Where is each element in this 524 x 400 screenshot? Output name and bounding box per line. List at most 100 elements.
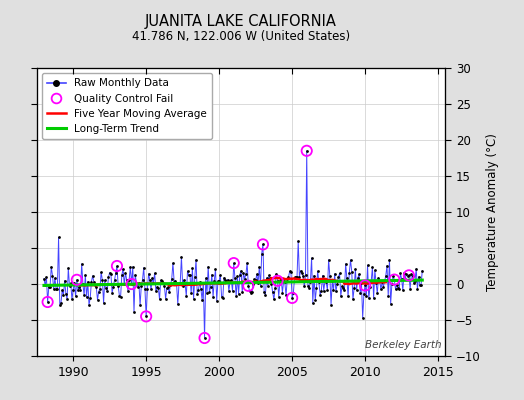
Point: [147, 286, 155, 292]
Point: [161, 296, 170, 302]
Point: [193, 291, 201, 297]
Point: [195, 279, 204, 286]
Point: [73, 277, 81, 283]
Point: [183, 268, 192, 274]
Point: [338, 283, 346, 290]
Point: [160, 283, 169, 289]
Point: [342, 260, 350, 267]
Point: [242, 271, 250, 278]
Legend: Raw Monthly Data, Quality Control Fail, Five Year Moving Average, Long-Term Tren: Raw Monthly Data, Quality Control Fail, …: [42, 73, 212, 139]
Point: [349, 296, 357, 302]
Text: Berkeley Earth: Berkeley Earth: [365, 340, 441, 350]
Point: [346, 257, 355, 263]
Point: [56, 302, 64, 308]
Point: [93, 296, 102, 303]
Point: [405, 272, 413, 278]
Point: [219, 294, 227, 301]
Point: [231, 275, 239, 281]
Point: [252, 277, 260, 283]
Point: [234, 290, 243, 297]
Point: [316, 291, 324, 298]
Point: [298, 270, 306, 276]
Point: [205, 289, 214, 295]
Point: [173, 301, 182, 307]
Point: [333, 281, 341, 287]
Point: [120, 281, 128, 288]
Point: [361, 282, 369, 289]
Point: [304, 282, 312, 289]
Point: [157, 277, 165, 284]
Point: [294, 238, 302, 244]
Point: [136, 302, 144, 308]
Point: [158, 278, 166, 284]
Point: [274, 278, 282, 284]
Point: [172, 281, 181, 288]
Point: [323, 287, 332, 293]
Point: [380, 278, 389, 285]
Point: [227, 277, 235, 283]
Point: [115, 292, 124, 299]
Point: [377, 286, 385, 292]
Point: [272, 271, 280, 277]
Point: [181, 281, 189, 287]
Point: [175, 280, 183, 287]
Point: [215, 277, 223, 284]
Point: [279, 278, 288, 284]
Text: JUANITA LAKE CALIFORNIA: JUANITA LAKE CALIFORNIA: [145, 14, 337, 29]
Point: [137, 283, 146, 289]
Point: [271, 285, 279, 291]
Point: [80, 292, 89, 298]
Point: [264, 282, 272, 289]
Point: [54, 234, 63, 240]
Point: [331, 270, 339, 277]
Point: [365, 295, 373, 301]
Point: [113, 263, 121, 269]
Point: [45, 283, 53, 290]
Point: [250, 276, 259, 283]
Point: [146, 277, 154, 283]
Point: [401, 276, 409, 282]
Point: [265, 272, 273, 279]
Point: [289, 290, 298, 296]
Point: [336, 292, 345, 299]
Point: [334, 274, 343, 280]
Point: [125, 276, 133, 283]
Point: [113, 263, 121, 269]
Point: [387, 300, 395, 307]
Point: [343, 275, 351, 282]
Point: [189, 295, 198, 302]
Point: [96, 286, 104, 292]
Point: [355, 271, 363, 278]
Point: [233, 273, 242, 279]
Point: [378, 279, 386, 285]
Point: [379, 284, 388, 290]
Point: [192, 256, 200, 263]
Point: [42, 274, 51, 280]
Point: [373, 290, 381, 296]
Point: [159, 280, 167, 287]
Point: [339, 285, 347, 291]
Point: [282, 292, 290, 298]
Point: [216, 272, 225, 278]
Point: [361, 282, 369, 289]
Point: [154, 284, 162, 291]
Point: [220, 274, 228, 281]
Point: [376, 277, 384, 284]
Point: [74, 287, 82, 294]
Point: [52, 286, 60, 292]
Point: [150, 270, 159, 276]
Point: [152, 288, 160, 294]
Point: [69, 286, 78, 293]
Point: [230, 260, 238, 266]
Point: [142, 313, 150, 320]
Point: [369, 295, 378, 302]
Point: [200, 335, 209, 341]
Point: [143, 286, 151, 292]
Point: [166, 282, 174, 288]
Point: [259, 241, 267, 248]
Point: [101, 277, 109, 284]
Point: [121, 270, 129, 276]
Point: [40, 276, 48, 282]
Point: [116, 294, 125, 300]
Point: [319, 272, 327, 279]
